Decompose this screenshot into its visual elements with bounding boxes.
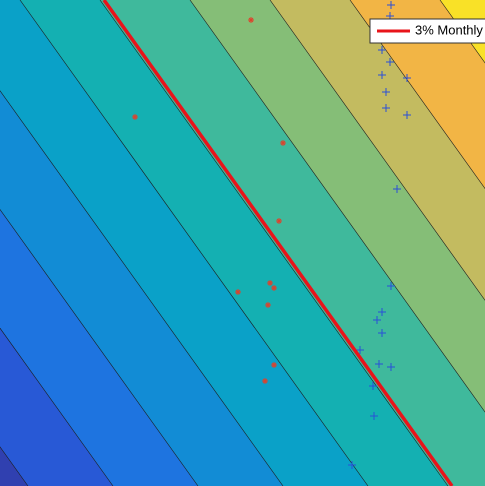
series-line	[102, 0, 454, 486]
plus-marker	[403, 111, 411, 119]
star-marker	[132, 114, 138, 120]
contour-line	[99, 0, 449, 486]
contour-line	[0, 327, 114, 486]
legend: 3% Monthly	[369, 18, 485, 44]
plus-marker	[382, 104, 390, 112]
star-marker	[248, 17, 254, 23]
plus-marker	[375, 360, 383, 368]
legend-label: 3% Monthly	[415, 22, 483, 37]
plus-marker	[387, 363, 395, 371]
contour-line	[19, 0, 369, 486]
plus-marker	[393, 185, 401, 193]
star-marker	[280, 140, 286, 146]
plus-marker	[378, 71, 386, 79]
contour-band	[100, 0, 485, 486]
plus-marker	[370, 412, 378, 420]
plus-marker	[356, 346, 364, 354]
plus-marker	[382, 88, 390, 96]
plus-marker	[403, 74, 411, 82]
contour-band	[20, 0, 448, 486]
contour-line	[349, 0, 485, 190]
plus-marker	[378, 308, 386, 316]
star-marker	[276, 218, 282, 224]
star-marker	[271, 285, 277, 291]
plus-marker	[378, 46, 386, 54]
plus-marker	[378, 329, 386, 337]
contour-line	[189, 0, 485, 413]
plus-marker	[386, 58, 394, 66]
star-marker	[267, 280, 273, 286]
plus-marker	[387, 282, 395, 290]
plus-marker	[369, 382, 377, 390]
plus-marker	[348, 461, 356, 469]
star-marker	[265, 302, 271, 308]
plus-marker	[387, 1, 395, 9]
contour-line	[0, 90, 284, 486]
plus-marker	[373, 316, 381, 324]
star-marker	[235, 289, 241, 295]
scatter-markers	[132, 1, 411, 469]
star-marker	[262, 378, 268, 384]
star-marker	[271, 362, 277, 368]
contour-line	[0, 208, 199, 486]
contour-line	[269, 0, 485, 301]
